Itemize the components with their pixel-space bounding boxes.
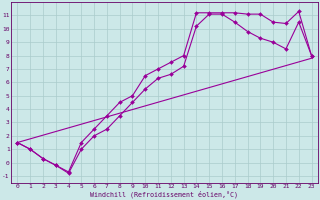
X-axis label: Windchill (Refroidissement éolien,°C): Windchill (Refroidissement éolien,°C) bbox=[91, 190, 238, 198]
